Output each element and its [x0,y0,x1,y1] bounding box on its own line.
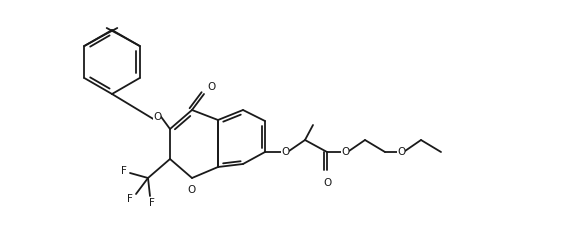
Text: F: F [121,166,127,176]
Text: O: O [153,112,161,122]
Text: O: O [188,185,196,195]
Text: O: O [397,147,405,157]
Text: O: O [207,82,215,92]
Text: O: O [323,178,331,188]
Text: F: F [127,194,133,204]
Text: O: O [281,147,289,157]
Text: O: O [341,147,349,157]
Text: F: F [149,198,155,208]
